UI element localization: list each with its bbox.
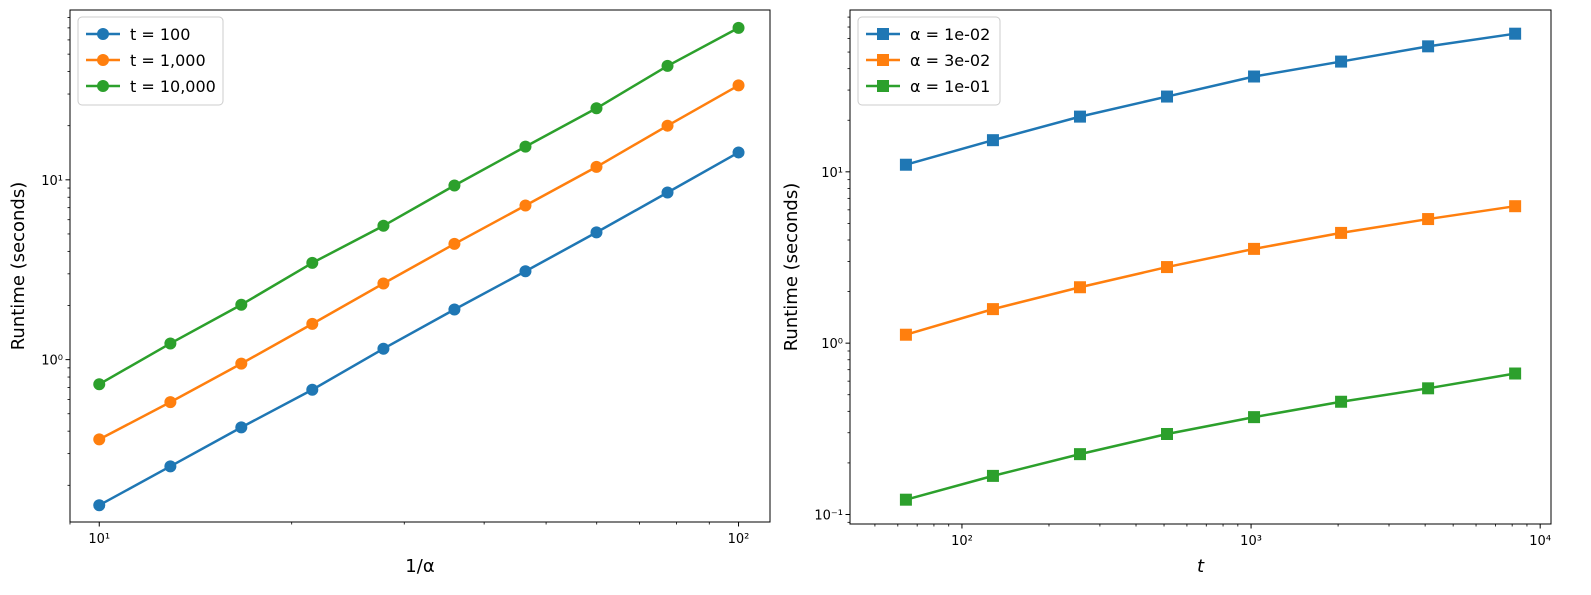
legend-label-3: t = 10,000 <box>130 77 216 96</box>
y-tick-label: 10¹ <box>41 174 63 189</box>
series-2-point <box>448 237 461 250</box>
y-tick-label: 10⁰ <box>41 354 63 369</box>
x-tick-label: 10³ <box>1240 534 1262 549</box>
legend-marker-3 <box>97 80 109 92</box>
y-axis-label: Runtime (seconds) <box>8 182 29 351</box>
series-2-point <box>235 357 248 370</box>
plot-frame <box>849 9 1552 525</box>
series-3-point <box>732 21 745 34</box>
x-tick-label: 10² <box>951 534 973 549</box>
x-axis-label: 1/α <box>405 556 434 577</box>
legend-label-3: α = 1e-01 <box>910 77 990 96</box>
series-3-point <box>448 179 461 192</box>
legend-marker-3 <box>877 80 889 92</box>
legend-box <box>857 16 1001 106</box>
series-3-point <box>306 256 319 269</box>
legend-marker-2 <box>97 54 109 66</box>
series-2-point <box>1335 226 1348 239</box>
series-1-point <box>1422 40 1435 53</box>
right-panel-runtime-vs-t: 10² 10³ 10⁴ 10⁻¹ 10⁰ 10¹ t Runtime (seconds) α =… <box>781 9 1552 577</box>
series-2-point <box>1073 281 1086 294</box>
series-2-point <box>1161 261 1174 274</box>
legend-marker-1 <box>877 28 889 40</box>
series-1-point <box>590 226 603 239</box>
series-2-point <box>306 317 319 330</box>
series-3-point <box>235 298 248 311</box>
series-1-point <box>93 499 106 512</box>
series-3-point <box>590 102 603 115</box>
x-axis-label: t <box>1197 556 1205 577</box>
legend-label-2: α = 3e-02 <box>910 51 990 70</box>
series-1-point <box>899 158 912 171</box>
series-1-point <box>661 186 674 199</box>
x-tick-label: 10² <box>728 532 750 547</box>
y-tick-label: 10⁰ <box>821 337 843 352</box>
series-3-point <box>1422 382 1435 395</box>
series-3-point <box>1335 395 1348 408</box>
legend: α = 1e-02 α = 3e-02 α = 1e-01 <box>857 16 1001 106</box>
series-2-point <box>377 277 390 290</box>
series-3-point <box>164 337 177 350</box>
series-2-point <box>519 199 532 212</box>
series-2-point <box>986 303 999 316</box>
series-2-point <box>732 79 745 92</box>
legend: t = 100 t = 1,000 t = 10,000 <box>77 16 224 106</box>
legend-label-1: α = 1e-02 <box>910 25 990 44</box>
series-line-3 <box>98 26 740 386</box>
series-1-point <box>306 383 319 396</box>
series-1-point <box>1161 90 1174 103</box>
series-3-point <box>1073 448 1086 461</box>
legend-marker-1 <box>97 28 109 40</box>
legend-label-2: t = 1,000 <box>130 51 206 70</box>
series-line-1 <box>905 32 1516 166</box>
legend-label-1: t = 100 <box>130 25 190 44</box>
series-3-point <box>377 219 390 232</box>
series-3-point <box>986 469 999 482</box>
series-1-point <box>732 146 745 159</box>
plot-frame <box>69 9 771 523</box>
series-2-point <box>1509 200 1522 213</box>
legend-box <box>77 16 224 106</box>
series-1-point <box>448 303 461 316</box>
series-2-point <box>1248 242 1261 255</box>
series-line-1 <box>98 151 740 507</box>
series-2-point <box>661 119 674 132</box>
series-line-3 <box>905 372 1516 501</box>
series-3-point <box>1248 411 1261 424</box>
x-tick-label: 10⁴ <box>1529 534 1551 549</box>
series-2-point <box>93 433 106 446</box>
series-line-2 <box>905 204 1516 336</box>
y-tick-label: 10⁻¹ <box>814 508 843 523</box>
series-1-point <box>1509 27 1522 40</box>
x-tick-label: 10¹ <box>88 532 110 547</box>
series-1-point <box>377 342 390 355</box>
series-1-point <box>1248 70 1261 83</box>
series-1-point <box>1073 110 1086 123</box>
series-2-point <box>590 160 603 173</box>
series-3-point <box>899 493 912 506</box>
series-2-point <box>899 328 912 341</box>
series-2-point <box>1422 213 1435 226</box>
series-3-point <box>519 140 532 153</box>
series-1-point <box>164 460 177 473</box>
y-tick-label: 10¹ <box>821 166 843 181</box>
series-2-point <box>164 396 177 409</box>
series-1-point <box>986 134 999 147</box>
series-1-point <box>1335 55 1348 68</box>
y-axis-label: Runtime (seconds) <box>781 183 802 352</box>
series-3-point <box>661 59 674 72</box>
series-line-2 <box>98 84 740 441</box>
series-1-point <box>519 265 532 278</box>
series-3-point <box>1509 367 1522 380</box>
series-1-point <box>235 421 248 434</box>
legend-marker-2 <box>877 54 889 66</box>
series-3-point <box>93 378 106 391</box>
series-3-point <box>1161 427 1174 440</box>
